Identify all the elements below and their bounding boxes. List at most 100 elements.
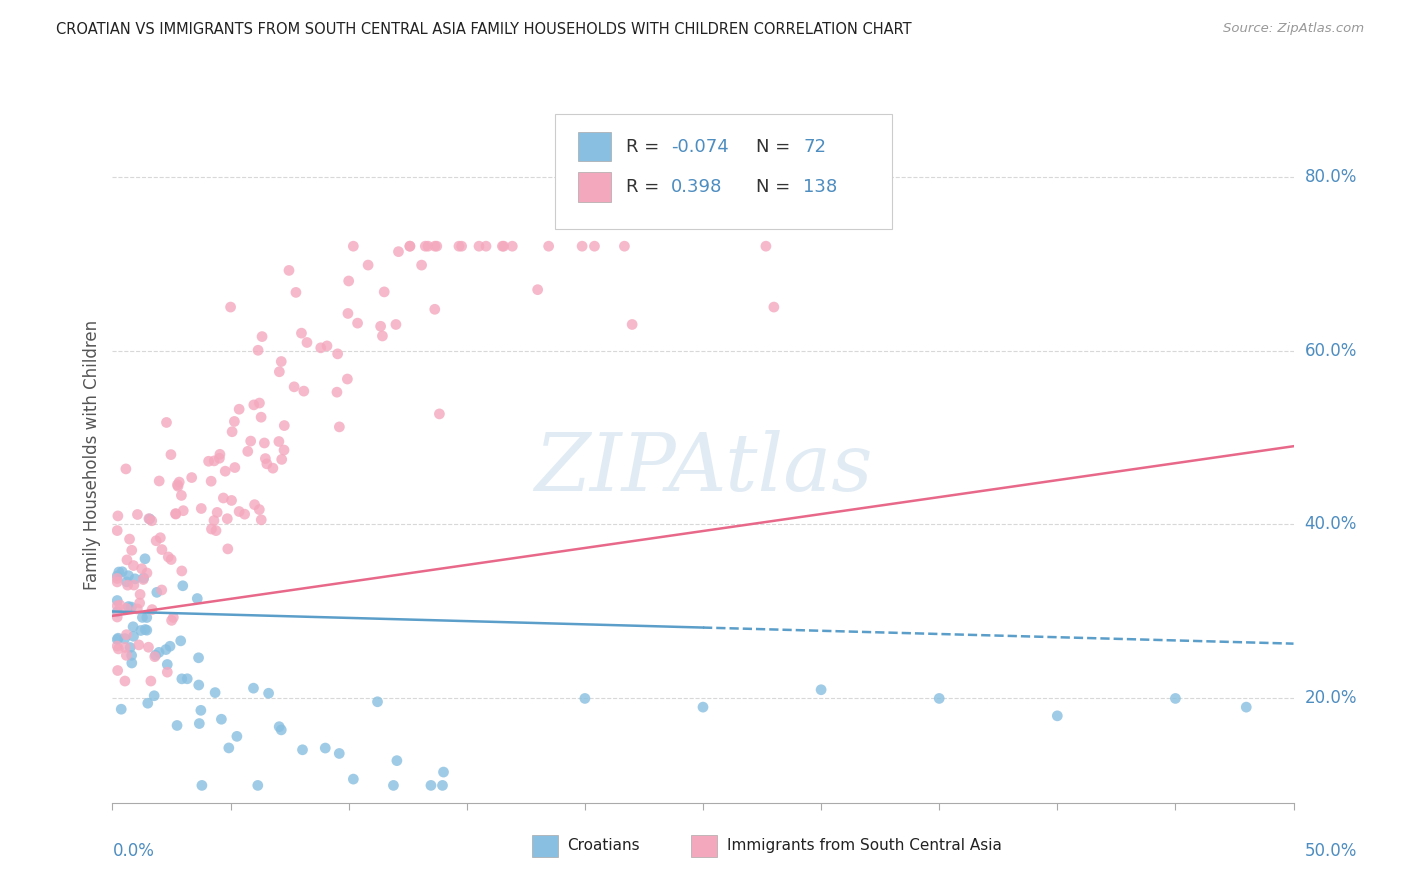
Point — [108, 598, 131, 612]
Point — [411, 258, 433, 272]
Point — [170, 564, 193, 578]
Text: Immigrants from South Central Asia: Immigrants from South Central Asia — [727, 838, 1001, 854]
Point — [309, 341, 332, 355]
Point — [122, 620, 145, 634]
Text: N =: N = — [756, 178, 790, 196]
Point — [219, 300, 242, 314]
Point — [148, 474, 170, 488]
Point — [613, 239, 636, 253]
Point — [450, 239, 472, 253]
Point — [115, 601, 138, 615]
FancyBboxPatch shape — [692, 835, 717, 857]
Point — [135, 610, 157, 624]
Point — [209, 712, 232, 726]
Point — [342, 239, 364, 253]
Point — [426, 239, 449, 253]
Point — [475, 239, 498, 253]
Point — [138, 512, 160, 526]
Point — [188, 716, 211, 731]
Point — [141, 514, 163, 528]
Text: R =: R = — [626, 137, 659, 156]
Point — [278, 263, 301, 277]
Point — [129, 624, 152, 638]
Point — [501, 239, 523, 253]
Point — [269, 720, 291, 734]
Point — [432, 778, 454, 792]
Point — [143, 689, 166, 703]
Point — [121, 543, 143, 558]
Point — [134, 623, 156, 637]
Point — [242, 681, 264, 695]
Point — [134, 551, 156, 566]
Point — [166, 718, 188, 732]
Point — [221, 493, 243, 508]
Point — [105, 593, 128, 607]
Point — [385, 318, 408, 332]
Text: CROATIAN VS IMMIGRANTS FROM SOUTH CENTRAL ASIA FAMILY HOUSEHOLDS WITH CHILDREN C: CROATIAN VS IMMIGRANTS FROM SOUTH CENTRA… — [56, 22, 912, 37]
Point — [256, 457, 278, 471]
Point — [136, 566, 159, 580]
Point — [131, 610, 153, 624]
Point — [170, 488, 193, 502]
Point — [253, 436, 276, 450]
Point — [107, 664, 129, 678]
Text: 60.0%: 60.0% — [1305, 342, 1357, 359]
Point — [208, 451, 231, 466]
FancyBboxPatch shape — [578, 172, 610, 202]
Point — [221, 425, 243, 439]
Point — [159, 640, 181, 654]
Point — [583, 239, 606, 253]
Point — [257, 686, 280, 700]
Point — [114, 632, 136, 646]
Point — [755, 239, 778, 253]
Point — [243, 398, 266, 412]
Point — [190, 501, 212, 516]
Text: ZIPAtlas: ZIPAtlas — [534, 430, 872, 508]
Point — [187, 650, 209, 665]
Point — [270, 354, 292, 368]
Point — [284, 285, 307, 300]
Point — [127, 508, 149, 522]
Point — [166, 477, 188, 491]
Point — [250, 329, 273, 343]
Point — [254, 451, 277, 466]
Point — [336, 306, 359, 320]
Point — [105, 571, 128, 585]
Point — [346, 316, 368, 330]
Point — [224, 414, 246, 428]
Point — [138, 640, 160, 655]
Point — [267, 434, 290, 449]
Point — [270, 723, 292, 737]
Point — [105, 574, 128, 589]
Point — [124, 572, 146, 586]
Point — [150, 582, 173, 597]
Point — [155, 642, 177, 657]
Text: 0.0%: 0.0% — [112, 842, 155, 860]
Point — [132, 571, 155, 585]
Point — [1164, 691, 1187, 706]
Point — [202, 514, 225, 528]
Point — [180, 470, 202, 484]
Point — [214, 464, 236, 478]
Point — [328, 420, 350, 434]
Point — [537, 239, 560, 253]
Point — [122, 558, 145, 573]
Point — [165, 507, 187, 521]
Point — [162, 610, 184, 624]
Point — [105, 632, 128, 647]
Point — [218, 740, 240, 755]
Point — [186, 591, 208, 606]
Point — [224, 460, 246, 475]
Text: -0.074: -0.074 — [671, 137, 728, 156]
Point — [326, 385, 349, 400]
Point — [492, 239, 515, 253]
Point — [146, 585, 169, 599]
Point — [357, 258, 380, 272]
Point — [382, 778, 405, 792]
Point — [167, 479, 190, 493]
Text: 0.398: 0.398 — [671, 178, 723, 196]
Point — [262, 461, 284, 475]
Point — [190, 703, 212, 717]
Point — [292, 384, 315, 398]
Point — [233, 507, 256, 521]
